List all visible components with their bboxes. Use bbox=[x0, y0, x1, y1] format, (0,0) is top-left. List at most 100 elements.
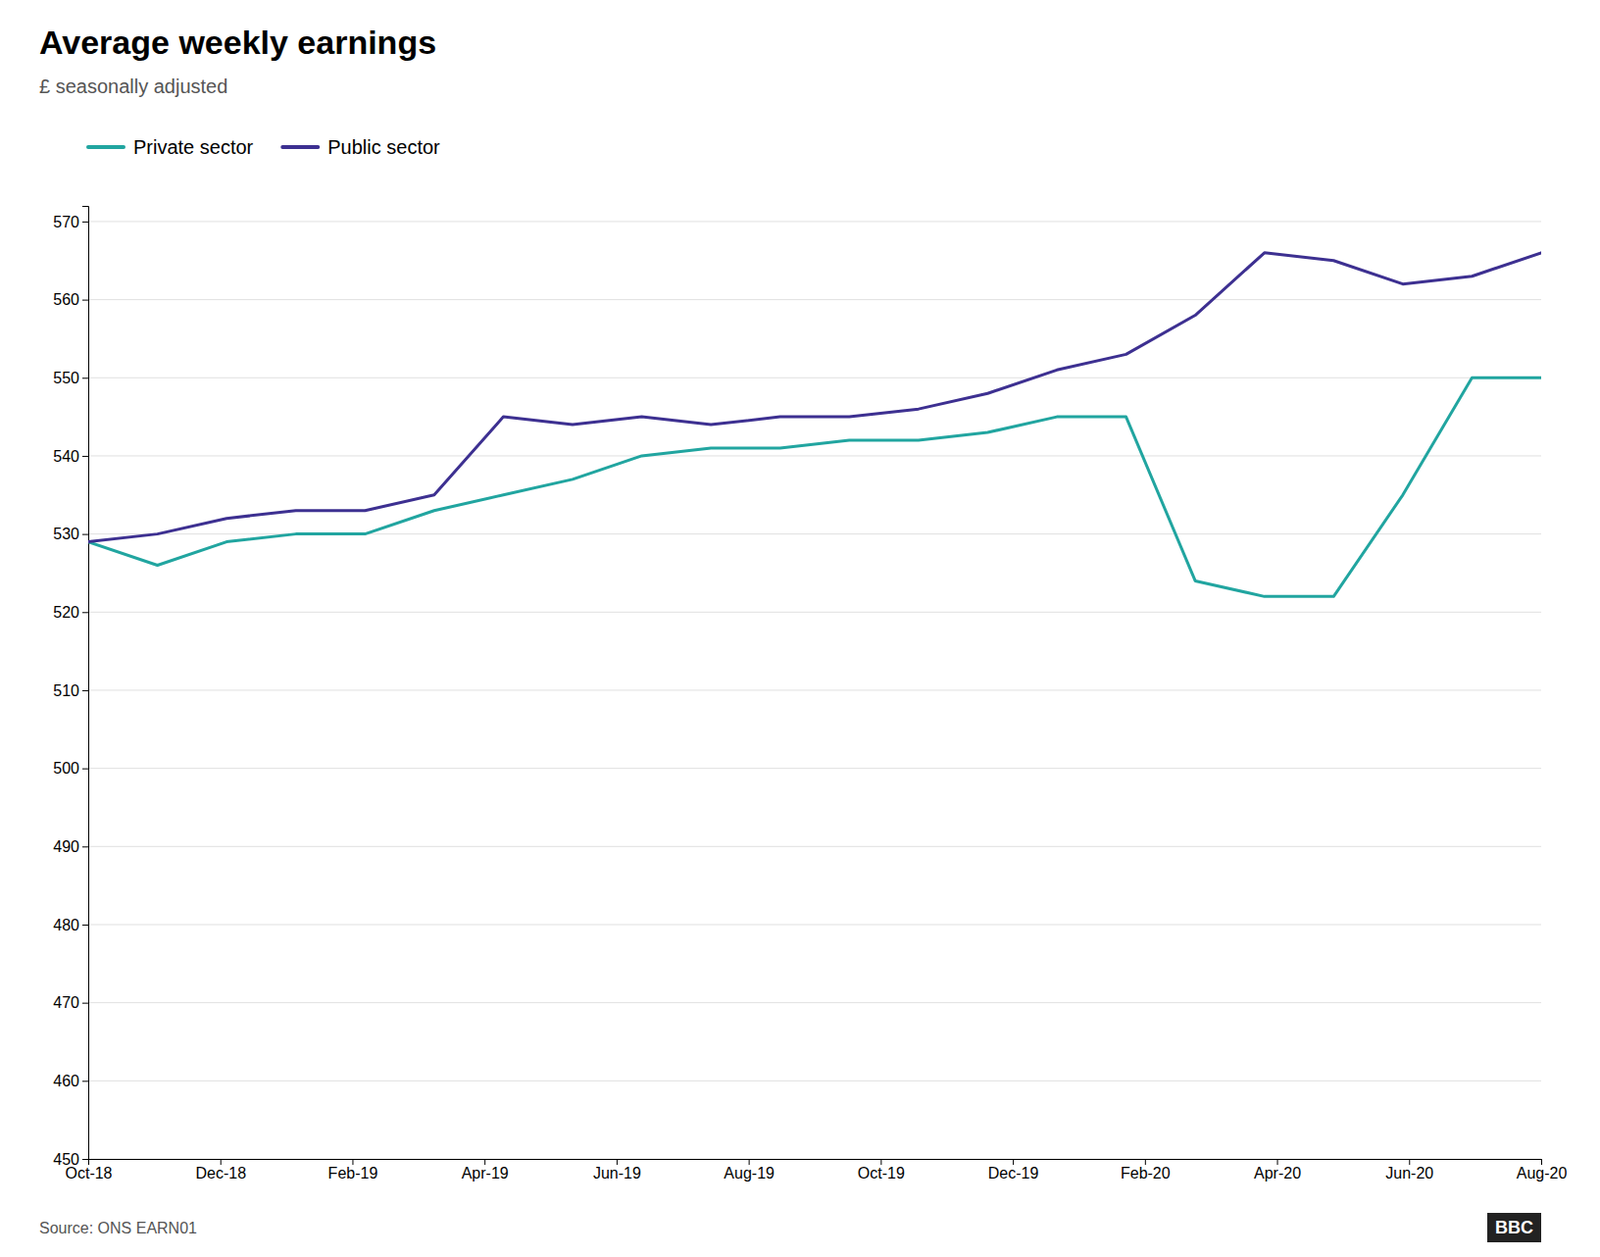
grid-line bbox=[88, 923, 1542, 925]
logo-box bbox=[1487, 1212, 1542, 1243]
y-tick-label: 550 bbox=[52, 369, 80, 387]
x-tick: Aug-19 bbox=[723, 1158, 775, 1182]
x-tick-mark bbox=[1012, 1158, 1014, 1165]
x-tick-mark bbox=[1145, 1158, 1147, 1165]
y-tick-mark bbox=[82, 690, 89, 692]
x-tick-mark bbox=[1541, 1158, 1543, 1165]
grid-line bbox=[88, 377, 1542, 379]
legend-label: Private sector bbox=[133, 136, 254, 158]
y-tick: 500 bbox=[52, 759, 89, 777]
grid-line bbox=[88, 299, 1542, 300]
y-tick: 520 bbox=[52, 603, 89, 621]
y-tick-mark bbox=[82, 768, 89, 770]
x-tick: Aug-20 bbox=[1516, 1158, 1568, 1182]
y-tick: 460 bbox=[52, 1072, 89, 1090]
y-tick-label: 520 bbox=[52, 603, 80, 621]
x-tick-label: Dec-19 bbox=[988, 1164, 1040, 1182]
x-tick-mark bbox=[1277, 1158, 1279, 1165]
x-axis: Oct-18 Dec-18 Feb-19 Apr-19 Jun-19 Aug-19 Oct-… bbox=[64, 1158, 1567, 1182]
chart: Average weekly earnings £ seasonally adju… bbox=[0, 0, 1600, 1257]
subtitle: £ seasonally adjusted bbox=[39, 75, 228, 98]
x-tick: Dec-18 bbox=[195, 1158, 247, 1182]
x-tick-label: Oct-18 bbox=[64, 1164, 112, 1182]
y-tick-mark bbox=[82, 455, 89, 457]
y-tick: 470 bbox=[52, 994, 89, 1011]
x-tick-mark bbox=[484, 1158, 486, 1165]
legend-swatch bbox=[88, 145, 124, 150]
x-tick-mark bbox=[749, 1158, 750, 1165]
y-tick-mark bbox=[82, 924, 89, 926]
x-tick-label: Apr-20 bbox=[1253, 1164, 1301, 1182]
x-tick-label: Dec-18 bbox=[195, 1164, 247, 1182]
y-tick-mark bbox=[82, 221, 89, 223]
y-tick-mark bbox=[82, 1158, 89, 1160]
y-tick-mark bbox=[82, 534, 89, 536]
y-tick: 480 bbox=[52, 916, 89, 934]
y-tick-mark bbox=[82, 377, 89, 379]
y-tick-label: 480 bbox=[52, 916, 80, 934]
y-tick-mark bbox=[82, 1080, 89, 1082]
y-tick: 570 bbox=[52, 213, 89, 231]
y-tick-label: 540 bbox=[52, 448, 80, 465]
title: Average weekly earnings bbox=[39, 23, 437, 61]
y-tick-label: 530 bbox=[52, 525, 80, 543]
legend-label: Public sector bbox=[327, 136, 441, 158]
y-axis: 450 460 470 480 490 500 510 520 530 540 550 560 570 bbox=[52, 206, 89, 1168]
grid-line bbox=[88, 689, 1542, 691]
x-tick-mark bbox=[880, 1158, 882, 1165]
y-tick: 490 bbox=[52, 838, 89, 855]
y-tick: 550 bbox=[52, 369, 89, 387]
legend-item: Public sector bbox=[282, 136, 441, 158]
x-tick-label: Apr-19 bbox=[461, 1164, 509, 1182]
x-tick-label: Jun-20 bbox=[1385, 1164, 1434, 1182]
grid-line bbox=[88, 220, 1542, 222]
y-tick: 560 bbox=[52, 291, 89, 308]
grid-line bbox=[88, 767, 1542, 769]
grid-line bbox=[88, 454, 1542, 456]
x-tick-label: Aug-19 bbox=[723, 1164, 775, 1182]
legend: Private sector Public sector bbox=[88, 136, 441, 158]
x-tick-mark bbox=[616, 1158, 618, 1165]
x-tick-mark bbox=[351, 1158, 353, 1165]
grid-line bbox=[88, 846, 1542, 848]
y-tick-mark bbox=[82, 611, 89, 613]
grid bbox=[88, 221, 1542, 1159]
x-tick-label: Jun-19 bbox=[593, 1164, 642, 1182]
source: Source: ONS EARN01 bbox=[39, 1219, 198, 1237]
y-tick: 510 bbox=[52, 682, 89, 700]
y-tick-label: 490 bbox=[52, 838, 80, 855]
x-tick: Dec-19 bbox=[988, 1158, 1040, 1182]
series-line bbox=[88, 377, 1542, 597]
y-tick-mark bbox=[82, 300, 89, 301]
grid-line bbox=[88, 611, 1542, 613]
y-axis-line bbox=[82, 206, 90, 1160]
y-tick-label: 570 bbox=[52, 213, 80, 231]
plot: Oct-18 Dec-18 Feb-19 Apr-19 Jun-19 Aug-19 Oct-… bbox=[52, 206, 1567, 1183]
y-tick-label: 450 bbox=[52, 1150, 80, 1168]
y-tick-label: 470 bbox=[52, 994, 80, 1011]
x-tick: Feb-19 bbox=[328, 1158, 379, 1182]
logo-text: BBC bbox=[1495, 1217, 1534, 1238]
x-tick: Apr-19 bbox=[461, 1158, 509, 1182]
y-tick-label: 510 bbox=[52, 682, 80, 700]
y-tick-mark bbox=[82, 846, 89, 848]
x-tick-mark bbox=[220, 1158, 222, 1165]
series-line bbox=[88, 252, 1542, 543]
grid-line bbox=[88, 1001, 1542, 1003]
x-axis-line bbox=[89, 1159, 1543, 1166]
y-tick-label: 500 bbox=[52, 759, 80, 777]
y-tick: 450 bbox=[52, 1150, 89, 1168]
y-tick-label: 460 bbox=[52, 1072, 80, 1090]
x-tick-label: Aug-20 bbox=[1516, 1164, 1568, 1182]
logo: BBC bbox=[1487, 1212, 1542, 1243]
y-tick: 530 bbox=[52, 525, 89, 543]
x-tick-label: Oct-19 bbox=[857, 1164, 905, 1182]
legend-item: Private sector bbox=[88, 136, 254, 158]
x-tick: Feb-20 bbox=[1120, 1158, 1171, 1182]
x-tick: Apr-20 bbox=[1253, 1158, 1301, 1182]
x-tick: Jun-19 bbox=[593, 1158, 642, 1182]
legend-swatch bbox=[282, 145, 318, 150]
lines bbox=[88, 252, 1542, 598]
x-tick-label: Feb-19 bbox=[328, 1164, 379, 1182]
y-tick-label: 560 bbox=[52, 291, 80, 308]
